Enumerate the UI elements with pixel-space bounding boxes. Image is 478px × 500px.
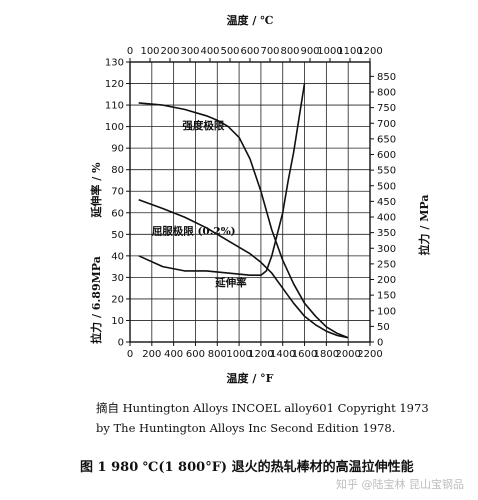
- series-line-elongation: [138, 83, 306, 277]
- tick-label-top: 500: [220, 46, 239, 57]
- tick-label-right: 800: [377, 88, 396, 99]
- tick-label-right: 300: [377, 244, 396, 255]
- axis-title-right: 拉力 / MPa: [417, 195, 431, 256]
- axis-title-left-lower: 拉力 / 6.89MPa: [89, 256, 103, 344]
- curve-annotation: 强度极限: [182, 119, 224, 132]
- tick-label-bottom: 1400: [270, 349, 295, 360]
- tick-label-right: 0: [377, 338, 383, 349]
- axis-title-bottom: 温度 / °F: [227, 371, 274, 385]
- plot-frame: [129, 61, 371, 343]
- curve-annotation: 屈服极限 (0.2%): [152, 224, 236, 237]
- tick-label-top: 100: [140, 46, 159, 57]
- tick-label-right: 350: [377, 228, 396, 239]
- tick-label-top: 1000: [317, 46, 342, 57]
- source-line-1: 摘自 Huntington Alloys INCOEL alloy601 Cop…: [96, 401, 429, 415]
- tick-label-bottom: 800: [208, 349, 227, 360]
- tick-label-bottom: 0: [127, 349, 133, 360]
- tick-label-bottom: 600: [186, 349, 205, 360]
- tick-label-right: 250: [377, 259, 396, 270]
- tick-label-right: 550: [377, 166, 396, 177]
- tick-label-top: 600: [240, 46, 259, 57]
- tick-label-top: 700: [260, 46, 279, 57]
- tick-label-top: 400: [200, 46, 219, 57]
- tick-label-top: 800: [280, 46, 299, 57]
- tick-label-right: 750: [377, 103, 396, 114]
- tick-label-bottom: 1800: [314, 349, 339, 360]
- tick-label-left: 10: [111, 316, 124, 327]
- tick-label-left: 30: [111, 273, 124, 284]
- tick-label-bottom: 2200: [357, 349, 382, 360]
- series-line-yield-strength: [138, 199, 349, 339]
- axis-title-top: 温度 / ℃: [227, 13, 274, 27]
- tick-label-right: 400: [377, 213, 396, 224]
- tick-label-right: 200: [377, 275, 396, 286]
- tick-label-right: 650: [377, 134, 396, 145]
- tick-label-left: 90: [111, 144, 124, 155]
- tick-label-left: 20: [111, 294, 124, 305]
- tick-label-left: 110: [105, 101, 124, 112]
- tick-label-top: 1200: [357, 46, 382, 57]
- tick-label-left: 130: [105, 58, 124, 69]
- chart: 0 200 400 600 800 100012001400160018002000220…: [89, 13, 431, 385]
- tick-label-left: 60: [111, 208, 124, 219]
- tick-label-bottom: 1200: [248, 349, 273, 360]
- source-line-2: by The Huntington Alloys Inc Second Edit…: [96, 421, 396, 435]
- series-line-tensile-strength: [138, 102, 349, 339]
- tick-label-bottom: 2000: [335, 349, 360, 360]
- tick-label-top: 0: [127, 46, 133, 57]
- figure-caption: 图 1 980 ℃(1 800°F) 退火的热轧棒材的高温拉伸性能: [80, 460, 414, 475]
- tick-label-left: 70: [111, 187, 124, 198]
- tick-label-bottom: 400: [164, 349, 183, 360]
- curve-annotation: 延伸率: [214, 276, 247, 289]
- tick-label-top: 900: [300, 46, 319, 57]
- tick-label-right: 50: [377, 322, 390, 333]
- watermark: 知乎 @陆宝林 昆山宝钢品: [336, 478, 464, 491]
- tick-label-left: 80: [111, 165, 124, 176]
- tick-label-top: 200: [160, 46, 179, 57]
- tick-label-top: 1100: [337, 46, 362, 57]
- tick-label-bottom: 1600: [292, 349, 317, 360]
- tick-label-left: 40: [111, 251, 124, 262]
- tick-label-right: 850: [377, 72, 396, 83]
- tick-label-right: 700: [377, 119, 396, 130]
- tick-label-bottom: 1000: [226, 349, 251, 360]
- axis-title-left-upper: 延伸率 / %: [89, 162, 103, 219]
- tick-label-left: 120: [105, 79, 124, 90]
- tick-label-right: 100: [377, 306, 396, 317]
- tick-label-right: 500: [377, 181, 396, 192]
- tick-label-top: 300: [180, 46, 199, 57]
- tick-label-right: 150: [377, 291, 396, 302]
- tick-label-left: 100: [105, 122, 124, 133]
- tick-label-bottom: 200: [142, 349, 161, 360]
- tick-label-right: 450: [377, 197, 396, 208]
- tick-label-left: 50: [111, 230, 124, 241]
- tick-label-left: 0: [118, 338, 124, 349]
- tick-label-right: 600: [377, 150, 396, 161]
